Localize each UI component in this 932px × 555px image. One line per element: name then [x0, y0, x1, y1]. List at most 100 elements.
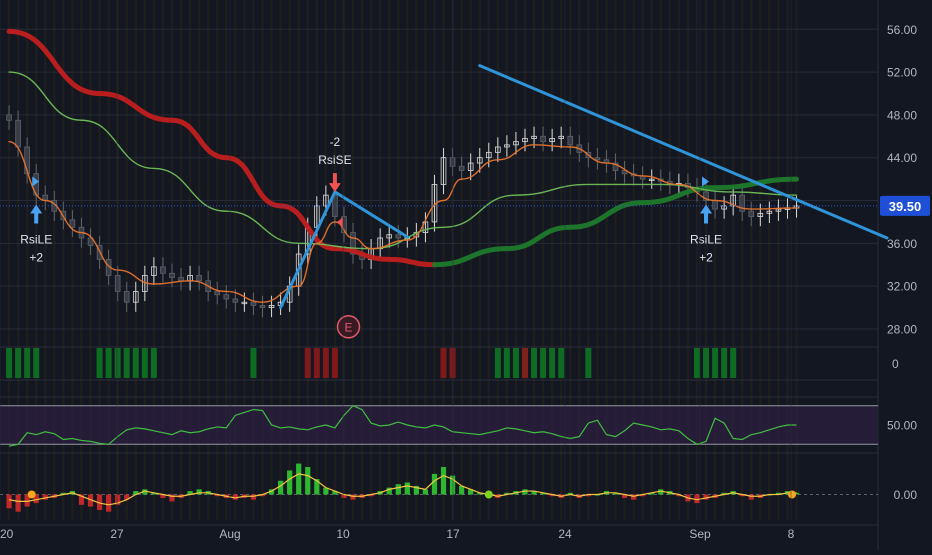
oscillator-histogram-bar: [468, 489, 474, 495]
session-stripe: [53, 0, 56, 520]
session-stripe: [424, 0, 427, 520]
session-stripe: [569, 0, 572, 520]
candle-body: [504, 144, 510, 148]
oscillator-histogram-bar: [504, 492, 510, 495]
session-stripe: [487, 0, 490, 520]
oscillator-histogram-bar: [250, 494, 257, 500]
session-stripe: [777, 0, 780, 520]
session-stripe: [650, 0, 653, 520]
price-tick-label: 56.00: [887, 23, 917, 37]
session-stripe: [523, 0, 527, 520]
session-stripe: [170, 0, 174, 520]
entry-marker-icon: [702, 176, 710, 187]
candle-body: [458, 165, 465, 171]
session-stripe: [80, 0, 83, 520]
oscillator-histogram-bar: [124, 494, 130, 500]
signal-bar-red: [331, 348, 338, 378]
oscillator-histogram-bar: [142, 489, 148, 495]
time-tick-label: 10: [336, 527, 350, 541]
session-stripe: [116, 0, 119, 520]
signal-bar-green: [114, 348, 121, 378]
long-entry-arrow: [30, 204, 43, 224]
oscillator-histogram-bar: [305, 467, 311, 495]
signal-bar-red: [449, 348, 456, 378]
candle-body: [567, 135, 574, 146]
candle-body: [540, 135, 546, 143]
annotation-label: RsiSE: [318, 153, 351, 167]
signal-bar-green: [141, 348, 148, 378]
session-stripe: [44, 0, 47, 520]
signal-bar-green: [150, 348, 157, 378]
annotation-value: +2: [699, 251, 713, 265]
signal-bar-green: [6, 348, 13, 378]
session-stripe: [596, 0, 599, 520]
candle-body: [123, 291, 130, 303]
oscillator-histogram-bar: [413, 485, 419, 495]
signal-bar-red: [304, 348, 311, 378]
candle-body: [712, 200, 718, 210]
oscillator-histogram-bar: [106, 494, 112, 512]
candle-body: [495, 146, 501, 153]
session-stripe: [623, 0, 626, 520]
oscillator-histogram-bar: [540, 492, 546, 495]
candle-body: [114, 275, 121, 292]
session-stripe: [71, 0, 74, 520]
session-stripe: [632, 0, 635, 520]
price-tick-label: 48.00: [887, 108, 917, 122]
time-tick-label: Aug: [219, 527, 240, 541]
oscillator-histogram-bar: [287, 470, 293, 495]
session-stripe: [25, 0, 29, 520]
oscillator-histogram-bar: [649, 492, 655, 495]
time-tick-label: 20: [0, 527, 14, 541]
candle-body: [748, 210, 755, 217]
annotation-value: +2: [29, 251, 43, 265]
candle-body: [395, 234, 402, 239]
candle-body: [87, 237, 94, 246]
session-stripe: [550, 0, 554, 520]
signal-bar-green: [549, 348, 556, 378]
session-stripe: [451, 0, 454, 520]
session-stripe: [279, 0, 282, 520]
oscillator-signal-line: [8, 473, 797, 506]
oscillator-histogram-bar: [160, 494, 166, 498]
candle-body: [160, 266, 166, 274]
session-stripe: [243, 0, 246, 520]
signal-bar-green: [250, 348, 257, 378]
oscillator-histogram-bar: [549, 494, 555, 497]
time-tick-label: Sep: [689, 527, 711, 541]
candle-body: [703, 191, 709, 201]
candle-body: [739, 194, 746, 212]
candle-body: [721, 205, 727, 210]
oscillator-axis-label: 0.00: [894, 488, 918, 502]
session-stripe: [541, 0, 545, 520]
price-tick-label: 52.00: [887, 66, 917, 80]
session-stripe: [532, 0, 536, 520]
session-stripe: [759, 0, 762, 520]
oscillator-histogram-bar: [404, 482, 410, 495]
session-stripe: [89, 0, 92, 520]
session-stripe: [659, 0, 662, 520]
oscillator-histogram-bar: [395, 484, 401, 495]
time-tick-label: 27: [110, 527, 124, 541]
candle-body: [757, 212, 764, 217]
session-stripe: [578, 0, 581, 520]
signal-bar-green: [512, 348, 519, 378]
oscillator-histogram-bar: [277, 480, 284, 495]
price-tick-label: 44.00: [887, 151, 917, 165]
session-stripe: [333, 0, 337, 520]
oscillator-histogram-bar: [658, 489, 664, 495]
moving-average-4: [8, 140, 798, 303]
oscillator-histogram-bar: [15, 494, 21, 512]
signal-bar-green: [540, 348, 547, 378]
candle-body: [214, 291, 221, 296]
session-stripe: [786, 0, 789, 520]
long-entry-arrow: [700, 204, 713, 224]
session-stripe: [695, 0, 699, 520]
session-stripe: [143, 0, 147, 520]
price-tick-label: 36.00: [887, 237, 917, 251]
candle-body: [531, 135, 537, 139]
current-price-label: 39.50: [889, 199, 922, 214]
candle-body: [132, 291, 139, 303]
